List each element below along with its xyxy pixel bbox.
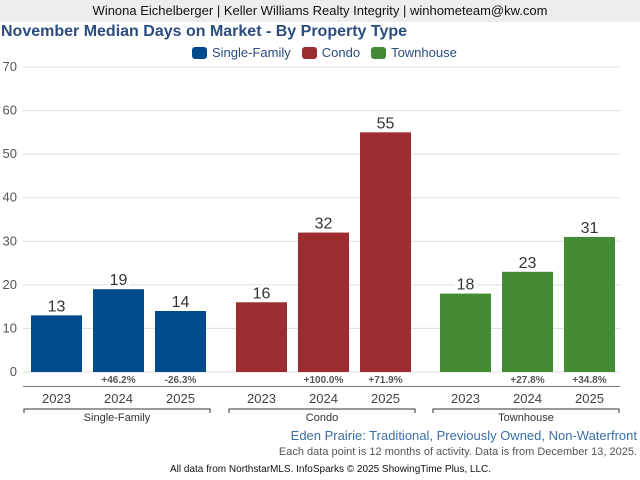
value-label: 23 — [519, 255, 537, 272]
value-label-bg — [578, 219, 601, 236]
x-tick-label: 2024 — [513, 391, 542, 406]
y-tick-label: 50 — [3, 146, 17, 161]
value-label: 55 — [377, 115, 395, 132]
legend-swatch — [192, 46, 207, 59]
value-label-bg — [374, 115, 397, 132]
y-tick-label: 60 — [3, 103, 17, 118]
value-label: 16 — [253, 285, 271, 302]
legend-item-single-family[interactable]: Single-Family — [192, 45, 291, 60]
y-tick-label: 10 — [3, 320, 17, 335]
y-tick-label: 30 — [3, 233, 17, 248]
y-tick-label: 20 — [3, 277, 17, 292]
legend-label: Single-Family — [212, 45, 291, 60]
change-label: -26.3% — [165, 375, 197, 386]
value-label: 19 — [110, 272, 128, 289]
value-label: 31 — [581, 220, 599, 237]
value-label-bg — [107, 272, 130, 289]
value-label-bg — [454, 276, 477, 293]
y-tick-label: 0 — [10, 364, 17, 379]
value-label: 13 — [48, 298, 66, 315]
agent-header: Winona Eichelberger | Keller Williams Re… — [0, 0, 640, 22]
group-bracket — [23, 408, 211, 413]
chart-title: November Median Days on Market - By Prop… — [1, 23, 408, 40]
value-label: 14 — [172, 294, 190, 311]
value-label-bg — [516, 254, 539, 271]
x-tick-label: 2023 — [42, 391, 71, 406]
value-label-bg — [45, 298, 68, 315]
value-label: 18 — [457, 277, 475, 294]
change-label: +100.0% — [304, 375, 344, 386]
legend-swatch — [371, 46, 387, 59]
group-label: Condo — [306, 412, 338, 424]
x-tick-label: 2025 — [166, 391, 195, 406]
change-label: +71.9% — [368, 375, 402, 386]
y-tick-label: 70 — [3, 59, 17, 74]
group-label: Single-Family — [84, 412, 151, 424]
bar[interactable] — [502, 271, 553, 372]
source-credit: All data from NorthstarMLS. InfoSparks ©… — [170, 464, 492, 475]
change-label: +46.2% — [101, 375, 135, 386]
legend-swatch — [301, 46, 317, 59]
bar[interactable] — [236, 302, 287, 372]
x-tick-label: 2023 — [247, 391, 276, 406]
area-filter-line: Eden Prairie: Traditional, Previously Ow… — [290, 428, 637, 443]
x-tick-label: 2024 — [104, 391, 133, 406]
y-tick-label: 40 — [3, 190, 17, 205]
change-label: +27.8% — [510, 375, 544, 386]
value-label-bg — [312, 215, 335, 232]
value-label-bg — [169, 294, 192, 310]
group-bracket — [228, 408, 416, 413]
x-tick-label: 2025 — [575, 391, 604, 406]
group-bracket — [432, 408, 620, 413]
bar[interactable] — [31, 315, 82, 372]
x-tick-label: 2025 — [371, 391, 400, 406]
legend: Single-Family Condo Townhouse — [192, 45, 468, 60]
change-label: +34.8% — [572, 375, 606, 386]
legend-item-townhouse[interactable]: Townhouse — [371, 45, 457, 60]
bar[interactable] — [298, 232, 349, 372]
legend-item-condo[interactable]: Condo — [301, 45, 361, 60]
bar[interactable] — [93, 289, 144, 372]
bar[interactable] — [360, 132, 411, 372]
legend-label: Townhouse — [391, 45, 457, 60]
data-note: Each data point is 12 months of activity… — [278, 446, 637, 458]
group-label: Townhouse — [498, 412, 554, 424]
bar[interactable] — [440, 293, 491, 372]
bar[interactable] — [155, 311, 206, 372]
bar[interactable] — [564, 236, 615, 372]
value-label-bg — [250, 285, 273, 302]
value-label: 32 — [315, 216, 333, 233]
x-tick-label: 2023 — [451, 391, 480, 406]
legend-label: Condo — [321, 45, 361, 60]
x-tick-label: 2024 — [309, 391, 338, 406]
